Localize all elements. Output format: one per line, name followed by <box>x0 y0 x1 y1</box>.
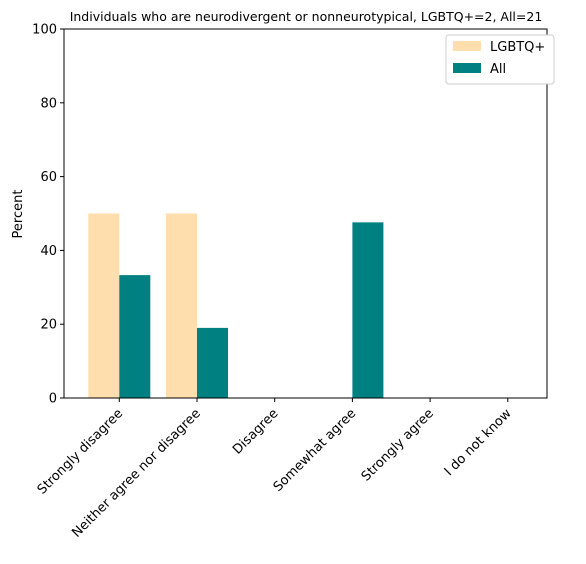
legend-label-all: All <box>490 62 506 77</box>
legend: LGBTQ+ All <box>445 34 555 85</box>
x-tick-label: I do not know <box>442 406 515 479</box>
bar-all-3 <box>352 222 384 398</box>
x-tick-label: Disagree <box>230 406 281 457</box>
axes-frame <box>63 28 548 399</box>
legend-swatch-lgbtq <box>453 41 481 51</box>
y-tick-label: 20 <box>40 318 57 333</box>
bar-all-0 <box>119 275 151 398</box>
x-tick-label: Strongly disagree <box>35 406 126 497</box>
bar-lgbtq-1 <box>166 213 197 398</box>
bar-lgbtq-0 <box>88 213 120 398</box>
x-tick-label: Neither agree nor disagree <box>69 406 203 540</box>
chart-title: Individuals who are neurodivergent or no… <box>70 9 543 24</box>
legend-label-lgbtq: LGBTQ+ <box>490 40 545 55</box>
bar-all-1 <box>197 327 228 398</box>
x-tick-label: Strongly agree <box>359 406 437 484</box>
y-tick-label: 60 <box>40 170 57 185</box>
x-tick-label: Somewhat agree <box>271 406 360 495</box>
y-tick-label: 80 <box>40 96 57 111</box>
legend-swatch-all <box>453 63 481 73</box>
y-tick-label: 40 <box>40 244 57 259</box>
y-axis-label: Percent <box>11 190 26 239</box>
y-tick-label: 100 <box>32 23 57 38</box>
y-tick-label: 0 <box>49 392 57 407</box>
